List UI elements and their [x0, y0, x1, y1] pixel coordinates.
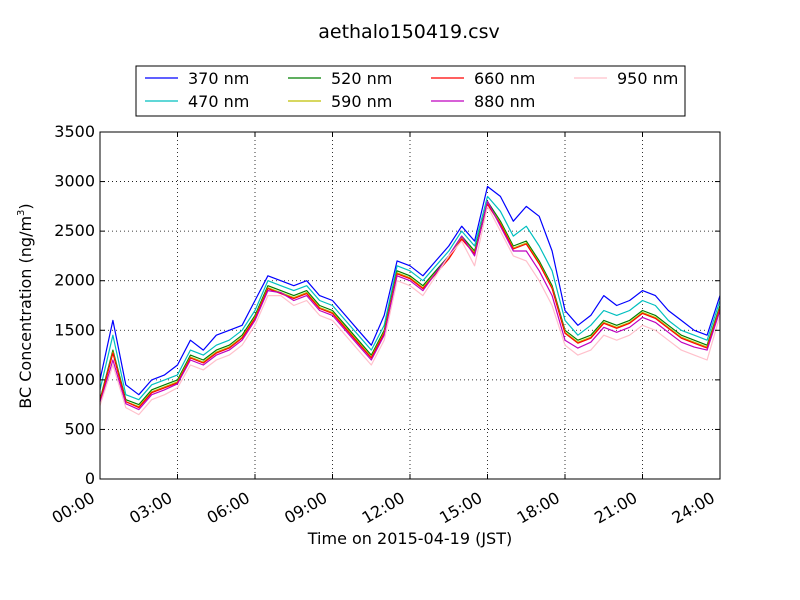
- grid-lines: [100, 132, 720, 479]
- legend-label: 950 nm: [617, 69, 678, 88]
- series-line: [99, 203, 721, 409]
- y-tick-label: 3500: [54, 122, 95, 141]
- legend-label: 880 nm: [474, 92, 535, 111]
- legend-label: 470 nm: [188, 92, 249, 111]
- legend-label: 590 nm: [331, 92, 392, 111]
- series-line: [99, 195, 721, 401]
- y-axis-label-superscript: 3: [16, 210, 27, 216]
- y-axis-label-close: ): [16, 203, 35, 209]
- y-tick-label: 1500: [54, 320, 95, 339]
- legend-box: [135, 65, 686, 117]
- series-line: [99, 185, 721, 396]
- y-axis-label: BC Concentration (ng/m3): [16, 203, 35, 408]
- chart-title: aethalo150419.csv: [318, 21, 500, 43]
- y-tick-label: 0: [85, 469, 95, 488]
- series-line: [99, 200, 721, 406]
- y-tick-label: 2000: [54, 271, 95, 290]
- y-axis-label-main: BC Concentration (ng/m: [16, 216, 35, 409]
- y-tick-label: 500: [64, 419, 95, 438]
- x-axis-label: Time on 2015-04-19 (JST): [307, 529, 512, 548]
- y-tick-label: 1000: [54, 370, 95, 389]
- legend: 370 nm 470 nm 520 nm 590 nm 660 nm 880 nm 950 …: [135, 65, 686, 117]
- y-tick-label: 3000: [54, 172, 95, 191]
- series-line: [99, 200, 721, 411]
- data-series: [99, 185, 721, 416]
- legend-label: 520 nm: [331, 69, 392, 88]
- series-line: [99, 202, 721, 408]
- series-line: [99, 205, 721, 416]
- legend-label: 660 nm: [474, 69, 535, 88]
- y-tick-label: 2500: [54, 221, 95, 240]
- legend-label: 370 nm: [188, 69, 249, 88]
